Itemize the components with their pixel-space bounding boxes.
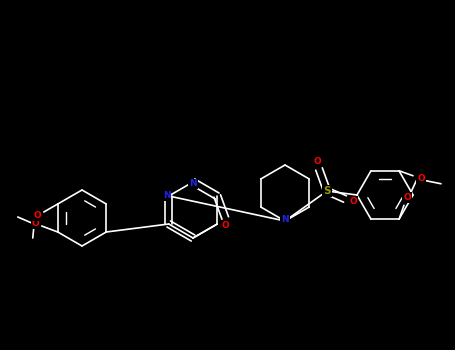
Text: S: S xyxy=(323,186,331,196)
Text: O: O xyxy=(349,196,357,205)
Text: O: O xyxy=(34,211,41,220)
Text: N: N xyxy=(189,180,197,189)
Text: N: N xyxy=(163,191,171,201)
Text: O: O xyxy=(403,193,411,202)
Text: O: O xyxy=(313,156,321,166)
Text: O: O xyxy=(32,219,40,229)
Text: N: N xyxy=(281,215,289,224)
Text: O: O xyxy=(417,174,425,183)
Text: O: O xyxy=(222,222,229,231)
